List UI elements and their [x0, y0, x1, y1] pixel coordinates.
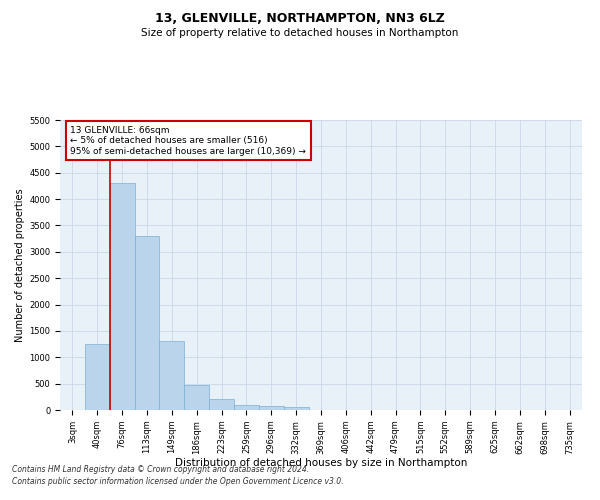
Bar: [110, 184, 134, 410]
Text: Size of property relative to detached houses in Northampton: Size of property relative to detached ho…: [142, 28, 458, 38]
Bar: [209, 400, 234, 410]
Text: Contains HM Land Registry data © Crown copyright and database right 2024.: Contains HM Land Registry data © Crown c…: [12, 466, 309, 474]
Bar: [259, 406, 284, 410]
Text: 13, GLENVILLE, NORTHAMPTON, NN3 6LZ: 13, GLENVILLE, NORTHAMPTON, NN3 6LZ: [155, 12, 445, 26]
Bar: [184, 384, 209, 410]
Text: 13 GLENVILLE: 66sqm
← 5% of detached houses are smaller (516)
95% of semi-detach: 13 GLENVILLE: 66sqm ← 5% of detached hou…: [70, 126, 307, 156]
Y-axis label: Number of detached properties: Number of detached properties: [15, 188, 25, 342]
Bar: [134, 236, 160, 410]
Bar: [85, 344, 110, 410]
X-axis label: Distribution of detached houses by size in Northampton: Distribution of detached houses by size …: [175, 458, 467, 468]
Bar: [160, 342, 184, 410]
Bar: [234, 404, 259, 410]
Text: Contains public sector information licensed under the Open Government Licence v3: Contains public sector information licen…: [12, 477, 343, 486]
Bar: [284, 407, 308, 410]
